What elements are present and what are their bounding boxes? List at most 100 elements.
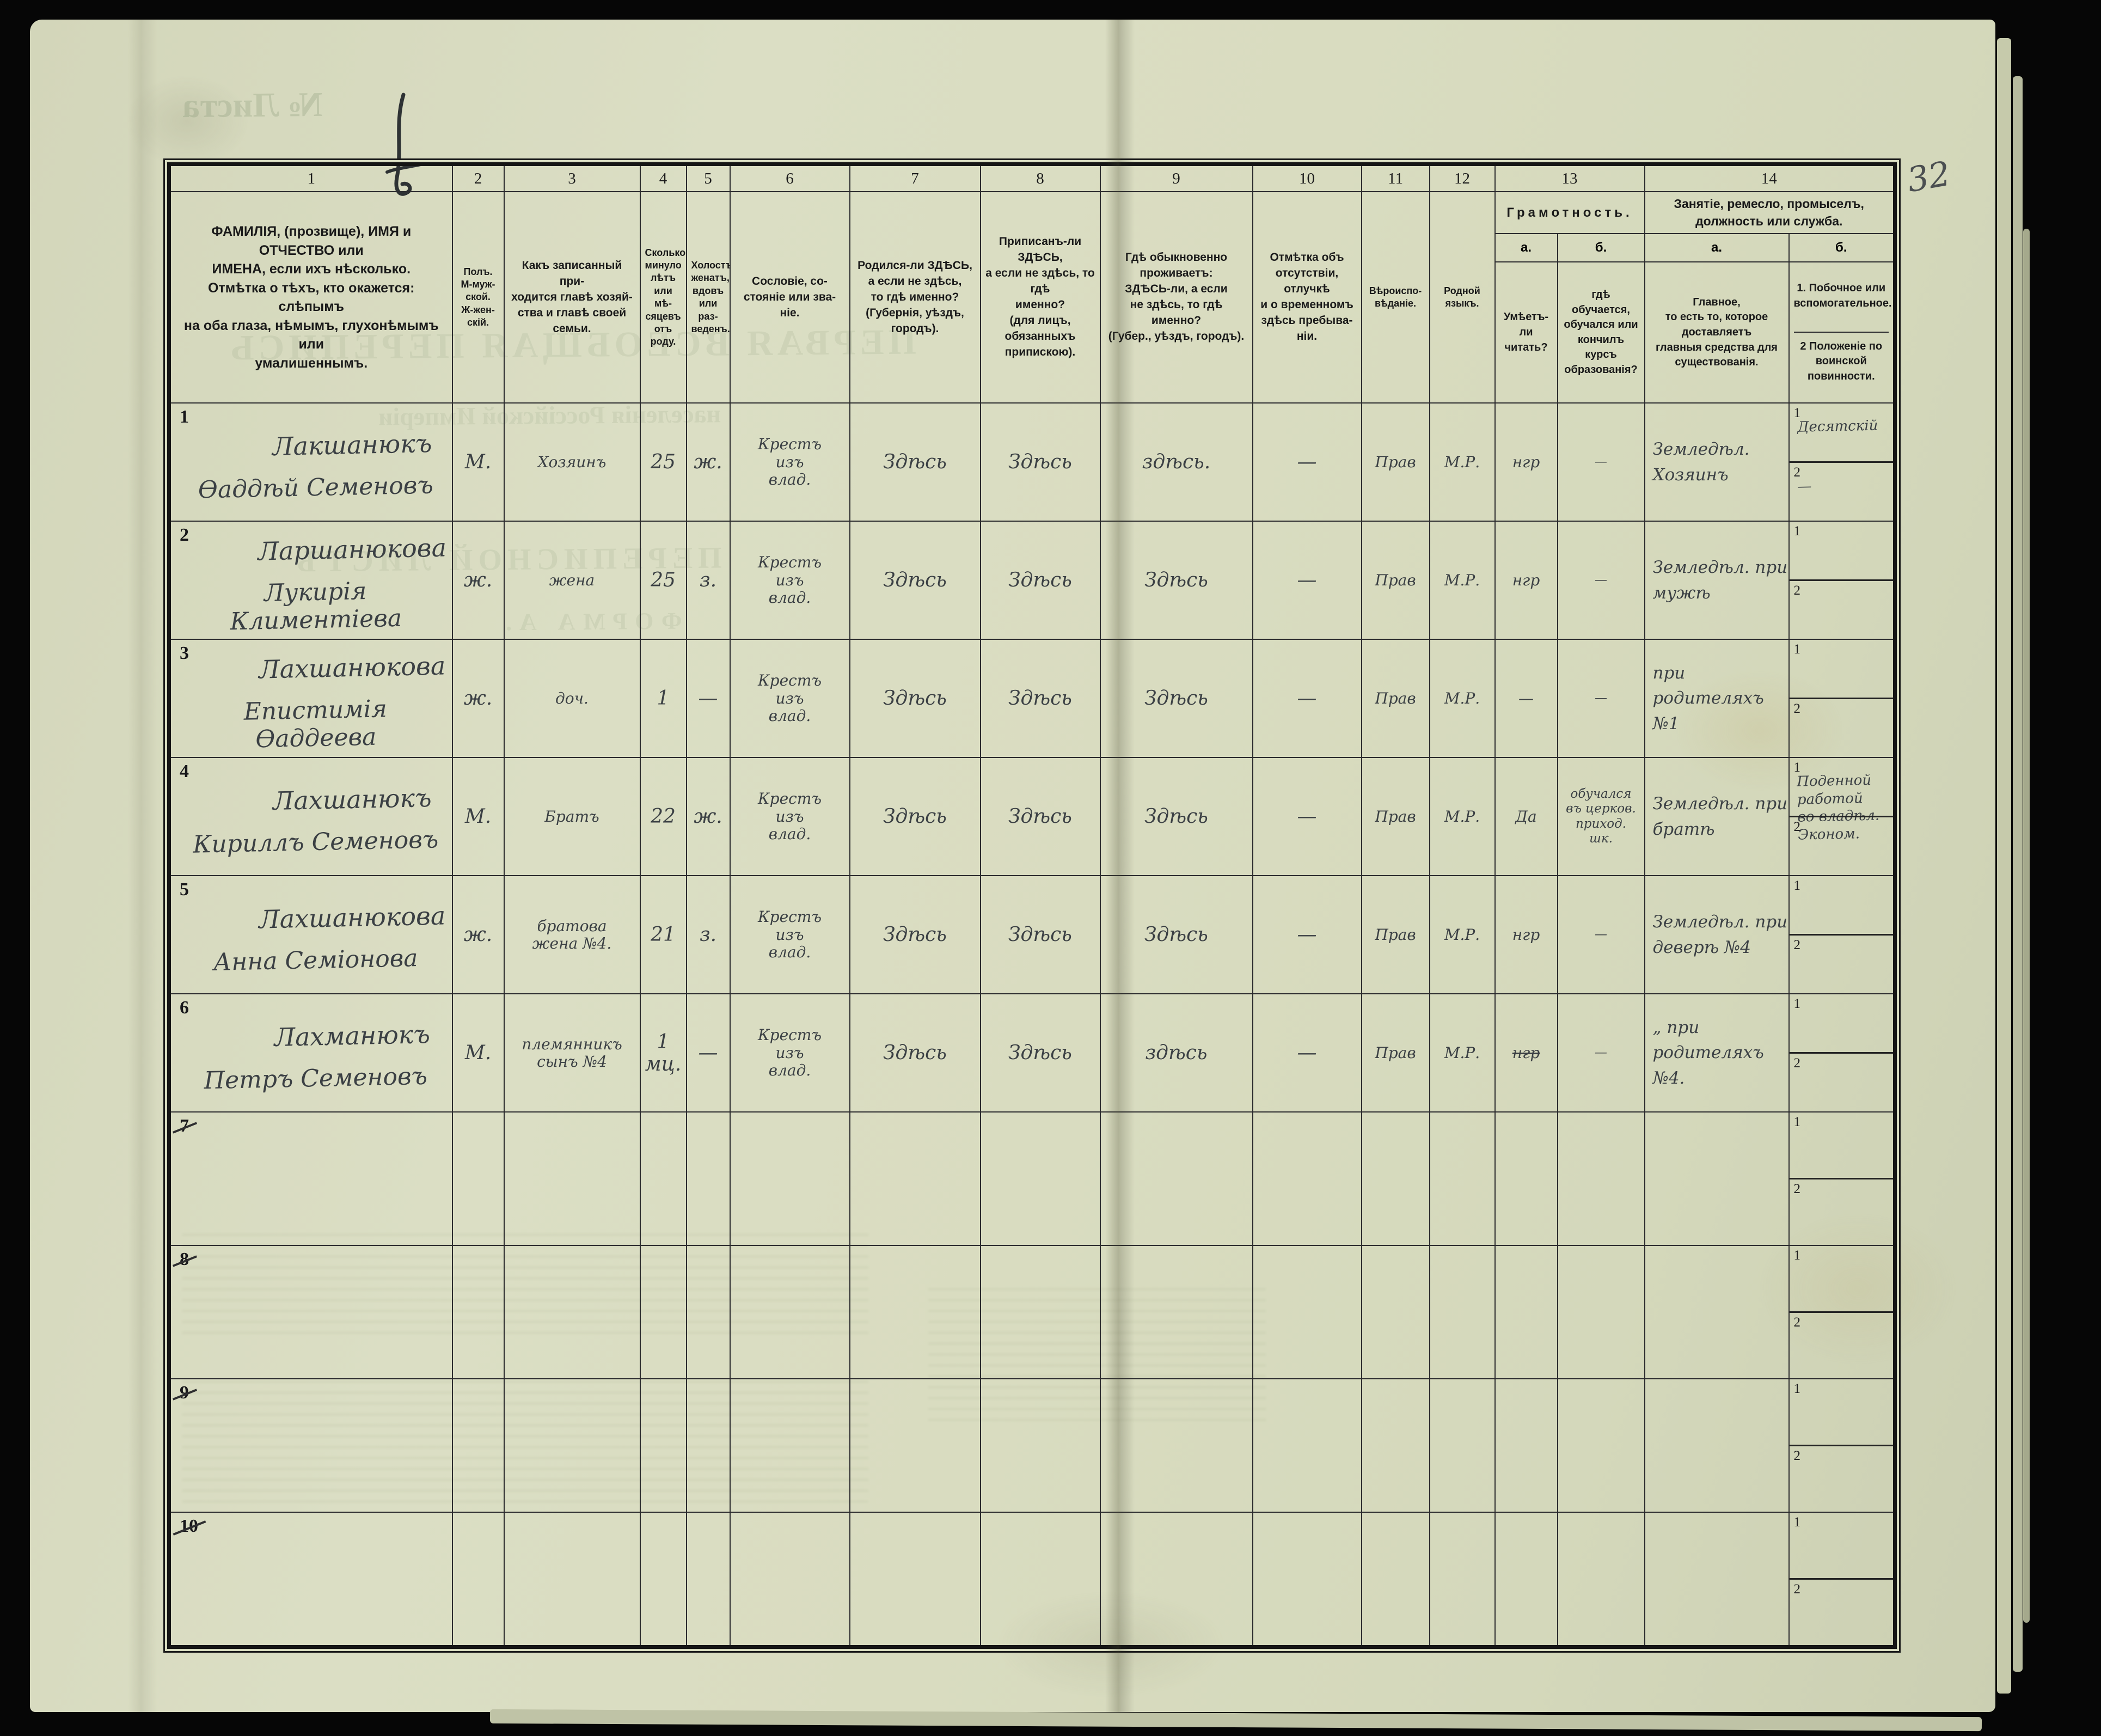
- language-value: М.Р.: [1444, 807, 1480, 826]
- cell-sex: [451, 1378, 505, 1513]
- religion-value: Прав: [1375, 453, 1416, 471]
- occupation-side-subcell: 1: [1790, 995, 1894, 1052]
- cell-sex: ж.: [451, 639, 505, 759]
- cell-relation: племянникъ сынъ №4: [503, 993, 641, 1113]
- language-value: М.Р.: [1444, 1043, 1480, 1062]
- cell-language: М.Р.: [1429, 875, 1496, 995]
- occupation-side-value: [1790, 1380, 1894, 1395]
- sub-label-2: 2: [1793, 1448, 1801, 1464]
- birthplace-value: Здѣсь: [883, 569, 947, 592]
- cell-residence: Здѣсь: [1099, 875, 1253, 995]
- literacy-read-value: нгр: [1512, 925, 1540, 944]
- cell-religion: [1361, 1512, 1430, 1648]
- surname-value: Лахманюкъ: [274, 1019, 431, 1053]
- literacy-read-value: Да: [1515, 807, 1537, 826]
- cell-language: [1429, 1512, 1496, 1648]
- occupation-main-value: Земледѣл. при братѣ: [1652, 794, 1788, 839]
- left-margin-crease: [128, 20, 157, 1712]
- surname-value: [253, 1311, 451, 1315]
- military-status-value: [1790, 698, 1894, 714]
- military-status-value: [1790, 1312, 1894, 1328]
- cell-residence: Здѣсь: [1099, 639, 1253, 759]
- table-row: 5 Лахшанюкова Анна Семіонова ж. братова …: [168, 875, 1896, 995]
- marital-value: —: [698, 687, 718, 710]
- cell-name: 2 Ларшанюкова Лукирія Климентіева: [168, 521, 453, 640]
- ghost-sheet-number-label: № Листа: [182, 84, 323, 125]
- column-number: 8: [979, 163, 1101, 192]
- cell-residence: здѣсь.: [1099, 402, 1253, 522]
- cell-occupation-main: [1644, 1111, 1790, 1246]
- occupation-side-value: [1790, 1246, 1894, 1261]
- cell-absence: —: [1252, 402, 1362, 522]
- cell-literacy-read: [1494, 1245, 1558, 1380]
- cell-occupation-main: [1644, 1512, 1790, 1648]
- sub-label-1: 1: [1793, 1248, 1801, 1263]
- cell-registration: [979, 1512, 1101, 1648]
- registration-value: Здѣсь: [1008, 687, 1072, 710]
- cell-religion: Прав: [1361, 639, 1430, 759]
- cell-occupation-secondary: 1 2: [1788, 1245, 1896, 1380]
- cell-name: 9: [168, 1378, 453, 1513]
- header-religion: Вѣроиспо- вѣданіе.: [1361, 191, 1430, 404]
- military-status-value: [1790, 580, 1894, 596]
- cell-estate: [729, 1512, 850, 1648]
- row-number: 5: [180, 879, 189, 900]
- sub-label-2: 2: [1793, 1582, 1801, 1597]
- cell-residence: [1099, 1111, 1253, 1246]
- cell-literacy-education: обучался въ церков. приход. шк.: [1557, 757, 1645, 877]
- military-status-subcell: 2: [1790, 1445, 1893, 1511]
- occupation-side-value: [1790, 522, 1894, 537]
- cell-age: 1: [639, 639, 687, 759]
- cell-literacy-read: нгр: [1494, 402, 1558, 522]
- sub-label-2: 2: [1793, 820, 1801, 835]
- header-can-read: Умѣетъ- ли читать?: [1494, 261, 1558, 404]
- table-row: 6 Лахманюкъ Петръ Семеновъ М. племянникъ…: [168, 993, 1896, 1113]
- sub-label-2: 2: [1793, 1056, 1801, 1071]
- education-value: —: [1595, 690, 1607, 705]
- cell-literacy-education: —: [1557, 639, 1645, 759]
- surname-value: Лахшанюкова: [258, 901, 446, 934]
- sub-label-2: 2: [1793, 1315, 1801, 1330]
- cell-absence: —: [1252, 521, 1362, 640]
- cell-birthplace: Здѣсь: [849, 402, 981, 522]
- military-status-subcell: 2 —: [1790, 461, 1893, 520]
- page-stack-edge: [2013, 76, 2023, 1672]
- military-status-subcell: 2: [1790, 1311, 1894, 1378]
- cell-residence: Здѣсь: [1099, 521, 1253, 640]
- occupation-main-value: при родителяхъ №1: [1652, 663, 1764, 733]
- cell-marital: ж.: [685, 402, 731, 522]
- cell-literacy-read: [1494, 1111, 1558, 1246]
- education-value: обучался въ церков. приход. шк.: [1566, 786, 1636, 846]
- absence-value: —: [1297, 687, 1317, 710]
- cell-absence: —: [1252, 875, 1362, 995]
- military-status-subcell: 2: [1790, 934, 1894, 993]
- sub-label-1: 1: [1793, 1115, 1801, 1130]
- estate-value: Крестъ изъ влад.: [757, 671, 822, 725]
- occupation-side-value: Десятскій: [1797, 417, 1878, 436]
- cell-occupation-main: при родителяхъ №1: [1644, 639, 1790, 759]
- sub-label-1: 1: [1793, 878, 1801, 894]
- registration-value: Здѣсь: [1008, 924, 1072, 946]
- military-status-value: [1790, 934, 1894, 951]
- age-value: 25: [651, 569, 676, 592]
- cell-estate: Крестъ изъ влад.: [729, 521, 850, 640]
- cell-language: [1429, 1111, 1496, 1246]
- surname-value: [253, 1578, 451, 1582]
- cell-sex: ж.: [451, 521, 505, 640]
- given-name-value: [180, 1450, 451, 1456]
- cell-literacy-education: —: [1557, 402, 1645, 522]
- birthplace-value: Здѣсь: [883, 805, 947, 828]
- cell-name: 10: [168, 1512, 453, 1648]
- page-stack-edge: [2023, 229, 2030, 1623]
- cell-literacy-education: [1557, 1111, 1645, 1246]
- occupation-side-subcell: 1: [1790, 1380, 1894, 1445]
- absence-value: —: [1297, 805, 1317, 828]
- header-estate: Сословіе, со- стояніе или зва- ніе.: [729, 191, 850, 404]
- military-status-subcell: 2: [1790, 816, 1893, 875]
- cell-estate: [729, 1245, 850, 1380]
- relation-value: Братъ: [544, 807, 599, 826]
- occupation-side-subcell: 1: [1790, 1246, 1894, 1311]
- sex-value: ж.: [463, 687, 493, 710]
- registration-value: Здѣсь: [1008, 1042, 1072, 1065]
- cell-literacy-education: —: [1557, 875, 1645, 995]
